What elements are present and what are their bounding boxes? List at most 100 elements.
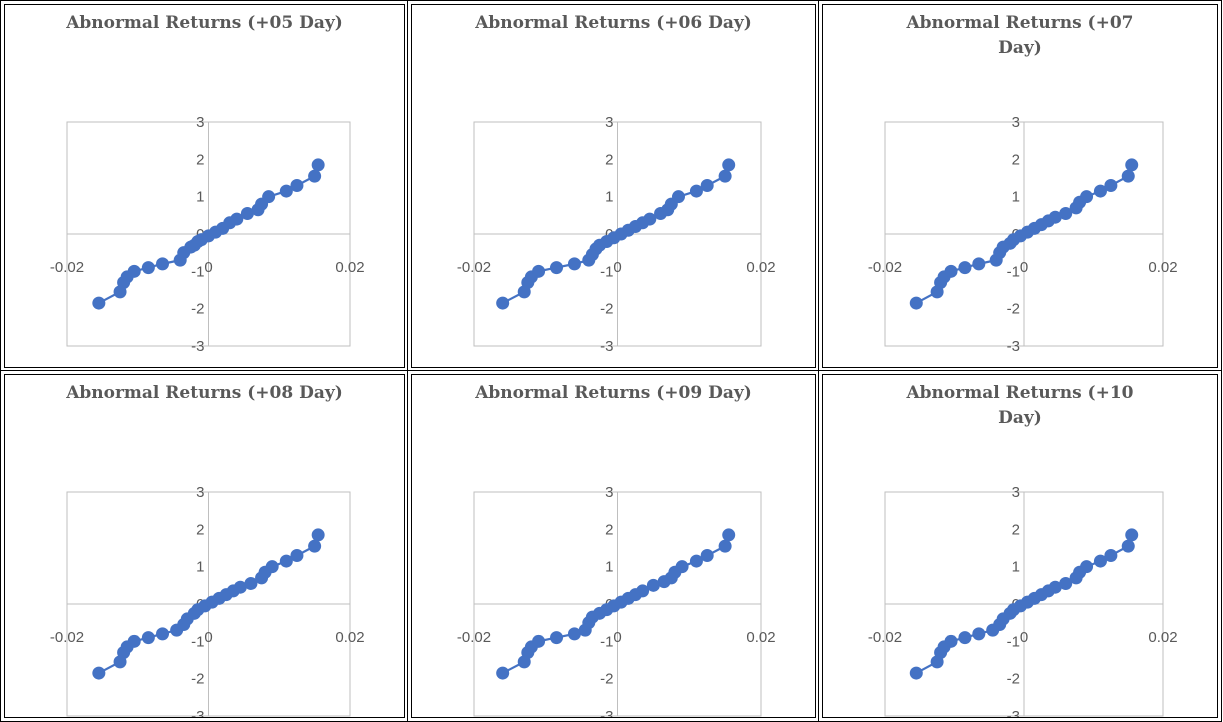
y-tick-label: 2 [605,151,613,168]
data-point [262,190,276,204]
data-point [972,627,986,641]
data-point [496,296,510,310]
y-tick-label: 1 [196,559,204,576]
data-point [646,578,660,592]
y-tick-label: -1 [1007,263,1020,280]
chart-cell-2: Abnormal Returns (+06 Day) 3 2 1 0-1 -2 -3 -0.… [407,0,820,372]
data-point [532,264,546,278]
data-point [944,264,958,278]
data-point [233,580,247,594]
chart-title: Abnormal Returns (+07 Day) [906,13,1134,58]
data-point [156,257,170,271]
x-tick-label: 0.02 [746,629,775,646]
x-tick-label: 0.02 [746,259,775,276]
y-tick-label: 1 [1012,559,1020,576]
chart-title: Abnormal Returns (+10 Day) [906,383,1134,428]
data-point [636,584,650,598]
data-point [671,190,685,204]
y-tick-label: -2 [600,671,613,688]
y-tick-label: 2 [1012,521,1020,538]
data-point [722,528,736,542]
chart-cell-5: Abnormal Returns (+09 Day) 3 2 1 0-1 -2 -3 -0.… [407,370,820,722]
data-point [909,666,923,680]
data-point [550,261,564,275]
x-tick-label: -0.02 [457,259,491,276]
data-point [1093,554,1107,568]
x-tick-label: 0 [204,259,212,276]
data-point [265,560,279,574]
data-point [230,212,244,226]
y-tick-label: 3 [196,114,204,131]
y-tick-label: -1 [191,263,204,280]
y-tick-label: 2 [1012,151,1020,168]
y-tick-label: 2 [196,521,204,538]
data-point [1093,184,1107,198]
chart-cell-1: Abnormal Returns (+05 Day) 3 2 1 0-1 -2 -3 -0.… [0,0,409,372]
x-tick-label: 0 [1020,259,1028,276]
y-tick-label: -3 [191,338,204,355]
data-point [290,178,304,192]
data-point [141,631,155,645]
y-tick-label: 3 [605,484,613,501]
x-tick-label: 0 [204,629,212,646]
y-tick-label: 2 [196,151,204,168]
data-point [496,666,510,680]
data-point [1048,210,1062,224]
data-point [141,261,155,275]
data-point [308,169,322,183]
y-tick-label: -3 [600,338,613,355]
y-tick-label: -2 [191,671,204,688]
data-point [909,296,923,310]
data-point [1048,580,1062,594]
y-tick-label: -1 [1007,633,1020,650]
y-tick-label: 1 [1012,189,1020,206]
data-point [127,634,141,648]
data-point [308,539,322,553]
y-tick-label: 3 [1012,484,1020,501]
data-point [1059,576,1073,590]
data-point [290,548,304,562]
y-tick-label: 1 [196,189,204,206]
data-point [700,548,714,562]
x-tick-label: -0.02 [50,259,84,276]
data-point [240,206,254,220]
x-tick-label: 0 [613,629,621,646]
x-tick-label: 0.02 [335,259,364,276]
data-point [718,169,732,183]
x-tick-label: -0.02 [50,629,84,646]
data-point [567,257,581,271]
y-tick-label: -3 [600,708,613,718]
x-tick-label: 0 [613,259,621,276]
data-point [1080,560,1094,574]
chart-title: Abnormal Returns (+06 Day) [475,13,752,33]
x-tick-label: -0.02 [868,259,902,276]
y-tick-label: -2 [1007,671,1020,688]
y-tick-label: -1 [600,633,613,650]
data-point [722,158,736,172]
x-tick-label: 0.02 [335,629,364,646]
data-point [532,634,546,648]
y-tick-label: 3 [1012,114,1020,131]
chart-cell-4: Abnormal Returns (+08 Day) 3 2 1 0-1 -2 -3 -0.… [0,370,409,722]
y-tick-label: -3 [191,708,204,718]
data-point [567,627,581,641]
data-point [244,576,258,590]
x-tick-label: -0.02 [868,629,902,646]
chart-cell-6: Abnormal Returns (+10 Day) 3 2 1 0-1 -2 -3 -0.… [818,370,1222,722]
data-point [1121,539,1135,553]
data-point [1125,528,1139,542]
x-tick-label: -0.02 [457,629,491,646]
y-tick-label: -1 [191,633,204,650]
x-tick-label: 0 [1020,629,1028,646]
data-point [92,666,106,680]
data-point [1104,548,1118,562]
